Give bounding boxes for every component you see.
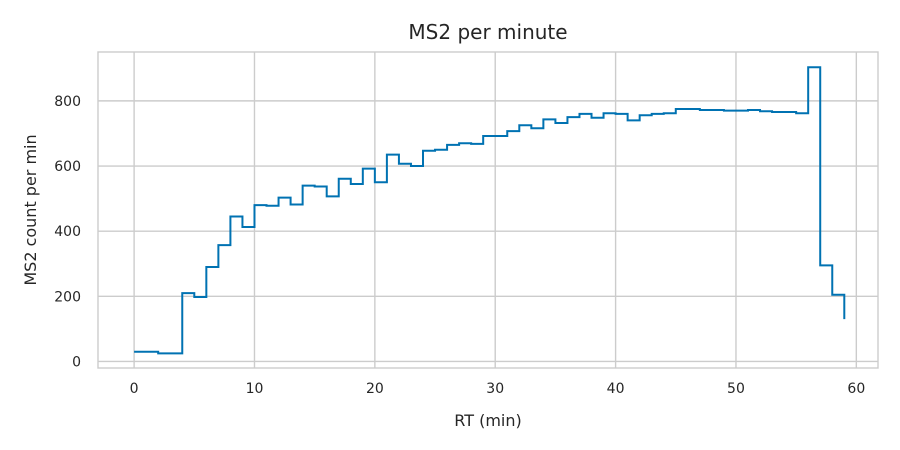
- x-tick-label: 10: [246, 381, 264, 397]
- x-axis-label: RT (min): [454, 411, 521, 430]
- series-layer: [134, 66, 846, 355]
- plot-frame: [97, 51, 879, 369]
- x-tick-label: 40: [607, 381, 625, 397]
- x-axis-ticks: 0 10 20 30 40 50 60: [130, 381, 866, 397]
- chart-title: MS2 per minute: [408, 20, 567, 44]
- x-tick-label: 50: [727, 381, 745, 397]
- grid: [98, 52, 878, 368]
- x-tick-label: 60: [847, 381, 865, 397]
- y-axis-ticks: 0 200 400 600 800: [54, 94, 81, 371]
- x-tick-label: 30: [486, 381, 504, 397]
- series-line: [134, 66, 846, 355]
- y-tick-label: 800: [54, 94, 81, 110]
- y-tick-label: 0: [72, 354, 81, 370]
- y-axis-label: MS2 count per min: [21, 134, 40, 285]
- y-tick-label: 600: [54, 159, 81, 175]
- x-tick-label: 20: [366, 381, 384, 397]
- x-tick-label: 0: [130, 381, 139, 397]
- y-tick-label: 200: [54, 289, 81, 305]
- y-tick-label: 400: [54, 224, 81, 240]
